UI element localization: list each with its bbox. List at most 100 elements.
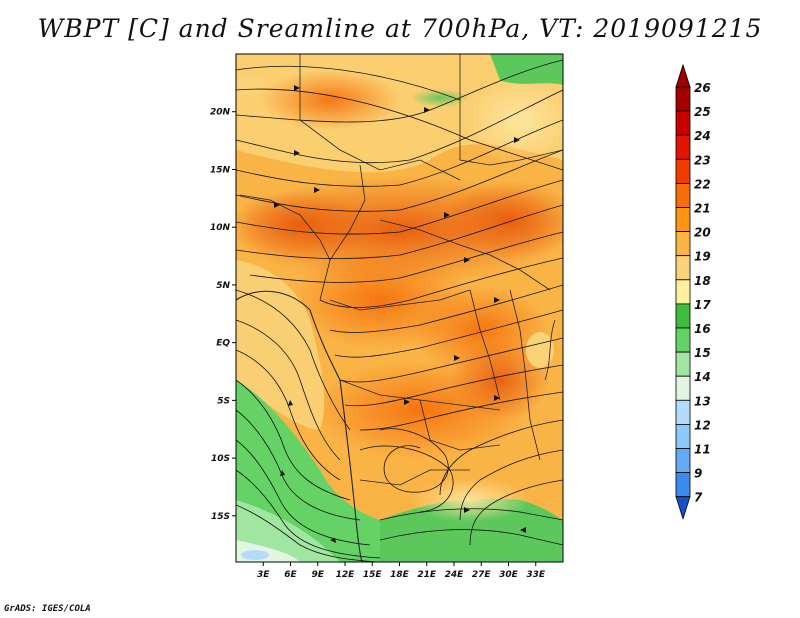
arrow-head [464, 507, 470, 513]
arrow-head [314, 187, 320, 193]
field-sw-blue [241, 550, 269, 560]
colorbar-label: 23 [694, 153, 711, 167]
streamline [359, 391, 563, 431]
border-chad-cameroon [319, 164, 366, 301]
colorbar-label: 18 [694, 274, 711, 288]
lon-tick-label: 15E [363, 570, 383, 580]
colorbar-swatch [675, 158, 691, 184]
streamline [236, 379, 351, 501]
lat-tick-label: 5S [217, 396, 230, 406]
streamline [249, 231, 563, 283]
lake-victoria [526, 332, 554, 368]
colorbar-label: 14 [694, 370, 711, 384]
arrow-head [404, 399, 410, 405]
field-nw-yellow [236, 75, 266, 95]
colorbar-swatch [675, 399, 691, 425]
border-sahel [299, 54, 461, 181]
streamline [236, 319, 341, 461]
colorbar-swatch [675, 279, 691, 305]
lon-tick-label: 3E [257, 570, 270, 580]
streamline [236, 65, 461, 101]
chart-title: WBPT [C] and Sreamline at 700hPa, VT: 20… [37, 14, 763, 43]
streamline [319, 257, 563, 308]
colorbar-swatch [675, 423, 691, 449]
lat-tick-label: 15N [210, 165, 231, 175]
arrow-head [330, 538, 336, 543]
streamline-arrows [274, 85, 526, 543]
colorbar-label: 9 [694, 467, 702, 481]
streamline [329, 284, 563, 333]
colorbar-label: 13 [694, 394, 711, 408]
streamline [236, 204, 563, 259]
streamline [236, 289, 351, 431]
lon-tick-label: 24E [445, 570, 465, 580]
lon-tick-label: 9E [312, 570, 325, 580]
arrow-head [288, 400, 293, 406]
lat-tick-label: 20N [210, 108, 231, 118]
colorbar-swatch [675, 231, 691, 257]
colorbar-bottom-triangle [675, 496, 691, 521]
field-east-band [440, 180, 563, 260]
field-se-orange [450, 340, 550, 420]
colorbar-swatch [675, 110, 691, 136]
arrow-head [294, 85, 300, 91]
streamline [334, 309, 563, 358]
streamline [469, 479, 563, 546]
border-nigeria [239, 194, 331, 261]
lat-tick-label: 10S [211, 454, 230, 464]
streamline [236, 179, 563, 235]
arrow-head [494, 395, 500, 401]
arrow-head [444, 212, 450, 218]
streamline [344, 364, 563, 407]
lat-tick-label: 15S [211, 512, 230, 522]
colorbar-swatch [675, 472, 691, 498]
colorbar-swatch [675, 375, 691, 401]
streamline [236, 88, 563, 171]
border-east-africa [509, 289, 541, 461]
colorbar-swatch [675, 351, 691, 377]
field-west-band [236, 190, 370, 260]
streamline [236, 149, 563, 212]
arrow-head [294, 150, 300, 156]
lat-tick-label: EQ [216, 339, 230, 349]
colorbar-label: 20 [694, 226, 711, 240]
lon-tick-label: 18E [390, 570, 410, 580]
colorbar-swatch [675, 448, 691, 474]
colorbar-label: 15 [694, 346, 711, 360]
colorbar-label: 21 [694, 202, 711, 216]
arrow-head [274, 202, 280, 208]
field-north-orange [260, 70, 400, 130]
colorbar-swatch [675, 86, 691, 112]
wbpt-field [236, 54, 563, 562]
colorbar-label: 19 [694, 250, 711, 264]
lon-tick-label: 30E [499, 570, 519, 580]
lon-tick-label: 21E [417, 570, 437, 580]
streamline-eddy [379, 428, 449, 493]
lon-tick-label: 27E [472, 570, 492, 580]
streamline [236, 349, 341, 481]
colorbar-label: 17 [694, 298, 711, 312]
colorbar-label: 22 [694, 177, 711, 191]
arrow-head [514, 137, 520, 143]
streamline [236, 504, 381, 562]
arrow-head [280, 470, 285, 476]
field-n-green-patch [410, 89, 470, 107]
colorbar-top-triangle [675, 63, 691, 88]
arrow-head [464, 257, 470, 263]
colorbar-label: 11 [694, 443, 711, 457]
border-kenya [544, 319, 556, 381]
streamline [236, 469, 381, 559]
colorbar-label: 16 [694, 322, 711, 336]
border-sudan-north [459, 54, 563, 166]
colorbar-swatch [675, 255, 691, 281]
streamline [379, 529, 563, 546]
lon-tick-label: 6E [284, 570, 297, 580]
arrow-head [520, 527, 526, 533]
colorbar-label: 25 [694, 105, 711, 119]
arrow-head [454, 355, 460, 361]
streamline [459, 449, 563, 521]
colorbar-label: 26 [694, 81, 711, 95]
colorbar: 26 25 24 23 22 21 20 19 18 17 16 15 14 13 12 11 9 7 [675, 63, 711, 521]
colorbar-label: 24 [694, 129, 711, 143]
